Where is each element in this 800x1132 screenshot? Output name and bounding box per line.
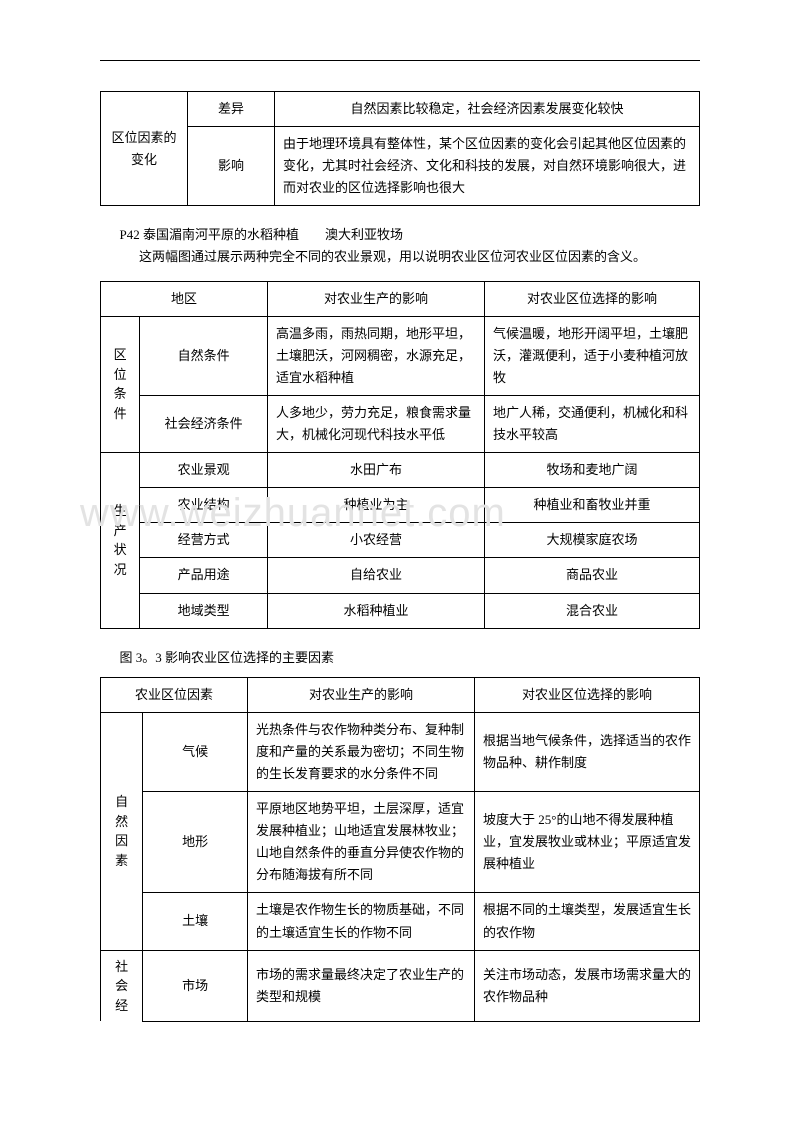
t2-g1r1c2: 自然条件: [140, 316, 268, 395]
para1-line1: P42 泰国湄南河平原的水稻种植 澳大利亚牧场: [100, 224, 700, 246]
t3-g1r3c4: 根据不同的土壤类型，发展适宜生长的农作物: [475, 893, 700, 950]
t3-g1r2c2: 地形: [143, 792, 248, 893]
t2-g2r1c3: 水田广布: [268, 453, 485, 488]
t2-g1r1c4: 气候温暖，地形开阔平坦，土壤肥沃，灌溉便利，适于小麦种植河放牧: [485, 316, 700, 395]
table-location-factor-change: 区位因素的变化 差异 自然因素比较稳定，社会经济因素发展变化较快 影响 由于地理…: [100, 91, 700, 206]
t3-g1r1c2: 气候: [143, 712, 248, 791]
table-region-comparison: 地区 对农业生产的影响 对农业区位选择的影响 区位条件 自然条件 高温多雨，雨热…: [100, 281, 700, 629]
caption-fig3-3: 图 3。3 影响农业区位选择的主要因素: [100, 647, 700, 669]
t3-group1: 自然因素: [101, 712, 143, 950]
para1-line2: 这两幅图通过展示两种完全不同的农业景观，用以说明农业区位河农业区位因素的含义。: [100, 246, 700, 268]
t3-group2: 社会经: [101, 950, 143, 1021]
t2-g2r4c2: 产品用途: [140, 558, 268, 593]
t3-g1r1c4: 根据当地气候条件，选择适当的农作物品种、耕作制度: [475, 712, 700, 791]
t3-h1: 农业区位因素: [101, 677, 248, 712]
t1-r2c2: 影响: [188, 127, 275, 206]
t1-r2c3: 由于地理环境具有整体性，某个区位因素的变化会引起其他区位因素的变化，尤其时社会经…: [275, 127, 700, 206]
t1-col1: 区位因素的变化: [101, 92, 188, 206]
paragraph-p42: P42 泰国湄南河平原的水稻种植 澳大利亚牧场 这两幅图通过展示两种完全不同的农…: [100, 224, 700, 268]
t2-group2: 生产状况: [101, 453, 140, 628]
t3-g2r1c4: 关注市场动态，发展市场需求量大的农作物品种: [475, 950, 700, 1021]
t3-g1r2c4: 坡度大于 25°的山地不得发展种植业，宜发展牧业或林业；平原适宜发展种植业: [475, 792, 700, 893]
t1-r1c3: 自然因素比较稳定，社会经济因素发展变化较快: [275, 92, 700, 127]
t2-g2r2c3: 种植业为主: [268, 488, 485, 523]
t2-g2r3c4: 大规模家庭农场: [485, 523, 700, 558]
t2-g1r2c3: 人多地少，劳力充足，粮食需求量大，机械化河现代科技水平低: [268, 395, 485, 452]
t2-g2r2c2: 农业结构: [140, 488, 268, 523]
t2-h3: 对农业区位选择的影响: [485, 281, 700, 316]
t2-g2r4c4: 商品农业: [485, 558, 700, 593]
t3-h2: 对农业生产的影响: [248, 677, 475, 712]
t2-g2r5c3: 水稻种植业: [268, 593, 485, 628]
t2-g2r1c4: 牧场和麦地广阔: [485, 453, 700, 488]
t1-r1c2: 差异: [188, 92, 275, 127]
t2-g2r3c3: 小农经营: [268, 523, 485, 558]
t2-g1r2c2: 社会经济条件: [140, 395, 268, 452]
t2-g2r4c3: 自给农业: [268, 558, 485, 593]
t2-g2r5c4: 混合农业: [485, 593, 700, 628]
t2-g2r1c2: 农业景观: [140, 453, 268, 488]
t3-g1r1c3: 光热条件与农作物种类分布、复种制度和产量的关系最为密切；不同生物的生长发育要求的…: [248, 712, 475, 791]
t2-h1: 地区: [101, 281, 268, 316]
t2-g2r2c4: 种植业和畜牧业并重: [485, 488, 700, 523]
t3-g2r1c3: 市场的需求量最终决定了农业生产的类型和规模: [248, 950, 475, 1021]
t3-g2r1c2: 市场: [143, 950, 248, 1021]
t2-g1r1c3: 高温多雨，雨热同期，地形平坦，土壤肥沃，河网稠密，水源充足，适宜水稻种植: [268, 316, 485, 395]
t3-g1r3c3: 土壤是农作物生长的物质基础，不同的土壤适宜生长的作物不同: [248, 893, 475, 950]
t2-g1r2c4: 地广人稀，交通便利，机械化和科技水平较高: [485, 395, 700, 452]
t3-g1r3c2: 土壤: [143, 893, 248, 950]
t2-g2r3c2: 经营方式: [140, 523, 268, 558]
t2-g2r5c2: 地域类型: [140, 593, 268, 628]
table-agri-location-factors: 农业区位因素 对农业生产的影响 对农业区位选择的影响 自然因素 气候 光热条件与…: [100, 677, 700, 1022]
t3-h3: 对农业区位选择的影响: [475, 677, 700, 712]
t2-h2: 对农业生产的影响: [268, 281, 485, 316]
t3-g1r2c3: 平原地区地势平坦，土层深厚，适宜发展种植业；山地适宜发展林牧业；山地自然条件的垂…: [248, 792, 475, 893]
t2-group1: 区位条件: [101, 316, 140, 452]
page-top-rule: [100, 60, 700, 61]
